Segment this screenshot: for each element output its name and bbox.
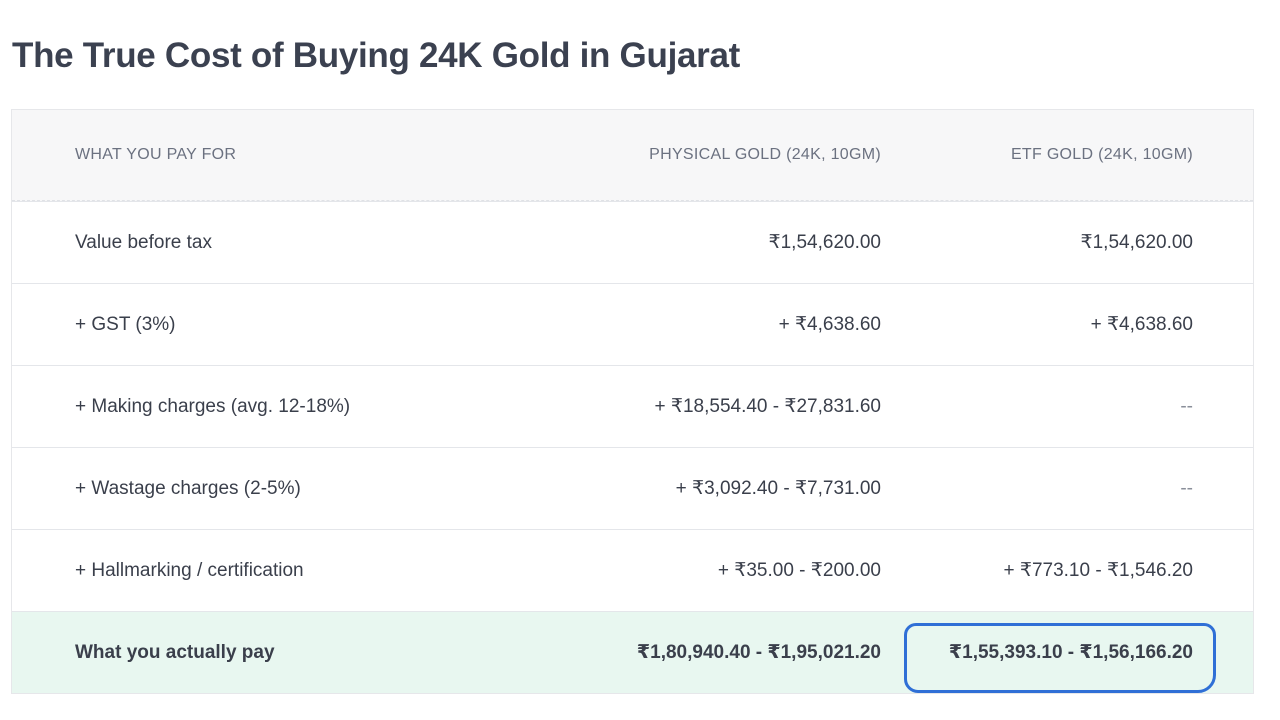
cost-comparison-table: WHAT YOU PAY FOR PHYSICAL GOLD (24K, 10G… [11, 109, 1254, 694]
etf-gold-value: -- [1180, 477, 1193, 499]
row-label: + Making charges (avg. 12-18%) [75, 395, 351, 417]
table-row-value-before-tax: Value before tax ₹1,54,620.00 ₹1,54,620.… [12, 201, 1253, 283]
physical-gold-value: ₹1,54,620.00 [768, 232, 881, 253]
physical-gold-value: + ₹35.00 - ₹200.00 [717, 560, 881, 581]
etf-gold-value: -- [1180, 395, 1193, 417]
etf-gold-total: ₹1,55,393.10 - ₹1,56,166.20 [948, 642, 1193, 663]
table-header-row: WHAT YOU PAY FOR PHYSICAL GOLD (24K, 10G… [12, 110, 1253, 201]
table-row-making-charges: + Making charges (avg. 12-18%) + ₹18,554… [12, 365, 1253, 447]
table-row-gst: + GST (3%) + ₹4,638.60 + ₹4,638.60 [12, 283, 1253, 365]
total-label: What you actually pay [75, 641, 275, 663]
column-header-etf-gold: ETF GOLD (24K, 10GM) [1010, 146, 1193, 163]
column-header-what-you-pay-for: WHAT YOU PAY FOR [75, 146, 237, 163]
etf-gold-value: + ₹773.10 - ₹1,546.20 [1003, 560, 1193, 581]
row-label: + Hallmarking / certification [75, 559, 304, 581]
etf-gold-value: ₹1,54,620.00 [1080, 232, 1193, 253]
physical-gold-value: + ₹18,554.40 - ₹27,831.60 [654, 396, 882, 417]
row-label: Value before tax [75, 231, 212, 253]
row-label: + Wastage charges (2-5%) [75, 477, 301, 499]
row-label: + GST (3%) [75, 313, 176, 335]
page-title: The True Cost of Buying 24K Gold in Guja… [12, 36, 740, 75]
physical-gold-total: ₹1,80,940.40 - ₹1,95,021.20 [636, 642, 881, 663]
column-header-physical-gold: PHYSICAL GOLD (24K, 10GM) [649, 146, 881, 163]
etf-gold-value: + ₹4,638.60 [1090, 314, 1193, 335]
physical-gold-value: + ₹3,092.40 - ₹7,731.00 [675, 478, 881, 499]
physical-gold-value: + ₹4,638.60 [778, 314, 881, 335]
table-row-total: What you actually pay ₹1,80,940.40 - ₹1,… [12, 611, 1253, 693]
table-row-wastage-charges: + Wastage charges (2-5%) + ₹3,092.40 - ₹… [12, 447, 1253, 529]
table-row-hallmarking: + Hallmarking / certification + ₹35.00 -… [12, 529, 1253, 611]
